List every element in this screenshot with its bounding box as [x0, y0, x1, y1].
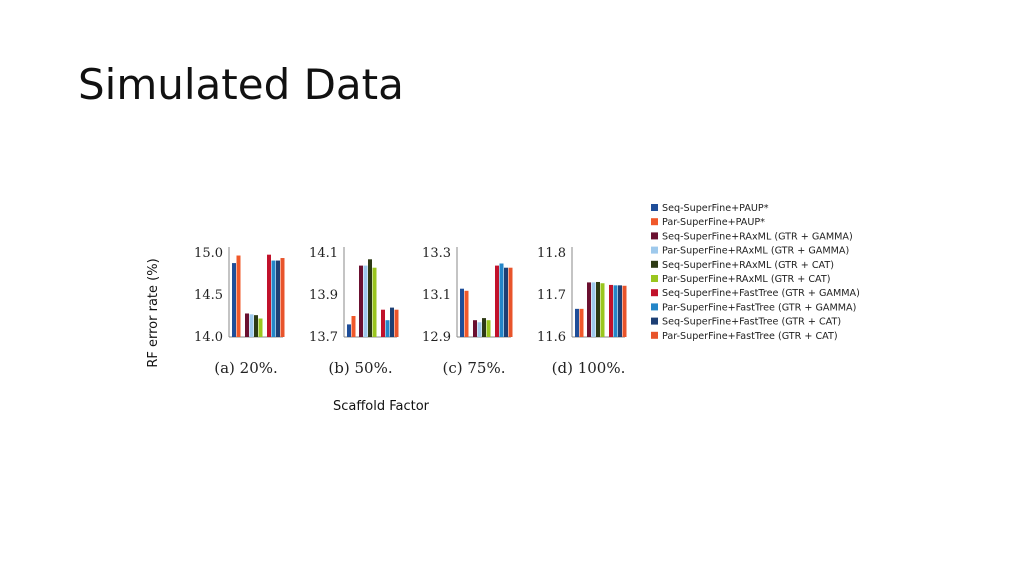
legend-item: Par-SuperFine+PAUP* [651, 217, 765, 228]
bar-3-6 [486, 320, 491, 337]
subplot-label: (d) 100%. [552, 359, 626, 377]
bar-1-1 [232, 263, 236, 337]
bar-4-7 [609, 284, 613, 337]
chart-panels: 15.0 14.5 14.0 (a) 20%. 14.1 13.9 13.7 (b) 50%.… [194, 246, 627, 377]
bar-2-6 [372, 267, 377, 337]
bar-2-8 [385, 320, 390, 337]
subplot-label: (b) 50%. [328, 359, 392, 377]
bar-3-10 [508, 267, 513, 337]
subplot-label: (c) 75%. [443, 359, 506, 377]
legend-item: Seq-SuperFine+FastTree (GTR + GAMMA) [651, 288, 860, 299]
bar-4-9 [618, 285, 622, 337]
legend-label: Par-SuperFine+FastTree (GTR + GAMMA) [662, 302, 856, 313]
y-tick-label: 14.0 [194, 330, 223, 345]
y-axis-label: RF error rate (%) [146, 258, 161, 367]
y-tick-label: 13.3 [422, 246, 451, 261]
bar-2-1 [347, 324, 351, 337]
legend-label: Seq-SuperFine+FastTree (GTR + CAT) [662, 317, 841, 328]
bar-4-8 [613, 285, 618, 337]
bar-3-1 [460, 288, 464, 337]
bar-3-7 [495, 265, 499, 337]
legend-label: Seq-SuperFine+RAxML (GTR + GAMMA) [662, 231, 853, 242]
bar-2-4 [363, 265, 368, 337]
legend-item: Seq-SuperFine+RAxML (GTR + GAMMA) [651, 231, 853, 242]
chart-panel-2: 14.1 13.9 13.7 (b) 50%. [309, 246, 399, 377]
bar-2-3 [359, 265, 363, 337]
legend-label: Par-SuperFine+PAUP* [662, 217, 765, 228]
y-tick-label: 14.5 [194, 288, 223, 303]
legend-label: Seq-SuperFine+RAxML (GTR + CAT) [662, 260, 834, 271]
subplot-label: (a) 20%. [214, 359, 278, 377]
bar-4-5 [596, 281, 600, 337]
bar-1-3 [245, 313, 249, 337]
x-axis-label: Scaffold Factor [333, 399, 430, 414]
bar-2-9 [390, 307, 394, 337]
bar-1-2 [236, 255, 241, 337]
legend-swatch [651, 218, 658, 226]
legend-label: Seq-SuperFine+PAUP* [662, 203, 769, 214]
bar-1-9 [276, 260, 280, 337]
legend-item: Par-SuperFine+RAxML (GTR + CAT) [651, 274, 830, 285]
legend-swatch [651, 232, 658, 240]
bar-2-10 [394, 309, 399, 337]
bar-4-6 [600, 283, 605, 337]
y-tick-label: 11.6 [537, 330, 566, 345]
bar-1-10 [280, 258, 285, 337]
bar-4-4 [591, 282, 596, 337]
y-tick-label: 13.7 [309, 330, 338, 345]
bar-2-2 [351, 316, 356, 337]
bar-4-10 [622, 285, 627, 337]
legend-swatch [651, 317, 658, 325]
chart-panel-1: 15.0 14.5 14.0 (a) 20%. [194, 246, 285, 377]
legend-swatch [651, 303, 658, 311]
bar-3-4 [477, 322, 482, 337]
y-tick-label: 13.9 [309, 288, 338, 303]
bar-3-3 [473, 320, 477, 337]
bar-1-7 [267, 254, 271, 337]
legend-swatch [651, 331, 658, 339]
legend-item: Par-SuperFine+FastTree (GTR + CAT) [651, 331, 838, 342]
legend-label: Par-SuperFine+RAxML (GTR + GAMMA) [662, 246, 849, 257]
legend-item: Seq-SuperFine+FastTree (GTR + CAT) [651, 317, 841, 328]
bar-3-8 [499, 263, 504, 337]
legend-swatch [651, 275, 658, 282]
bar-1-4 [249, 314, 254, 337]
legend-item: Par-SuperFine+RAxML (GTR + GAMMA) [651, 246, 849, 257]
chart-panel-4: 11.8 11.7 11.6 (d) 100%. [537, 246, 627, 377]
legend-label: Seq-SuperFine+FastTree (GTR + GAMMA) [662, 288, 860, 299]
legend-swatch [651, 289, 658, 297]
bar-3-5 [482, 318, 486, 337]
bar-2-7 [381, 309, 385, 337]
legend-label: Par-SuperFine+FastTree (GTR + CAT) [662, 331, 838, 342]
bar-3-9 [504, 267, 508, 337]
chart-legend: Seq-SuperFine+PAUP* Par-SuperFine+PAUP* Se… [651, 203, 860, 342]
legend-item: Par-SuperFine+FastTree (GTR + GAMMA) [651, 302, 856, 313]
y-tick-label: 11.7 [537, 288, 566, 303]
slide-title: Simulated Data [78, 60, 404, 109]
bar-4-3 [587, 282, 591, 337]
bar-3-2 [464, 290, 469, 337]
legend-item: Seq-SuperFine+RAxML (GTR + CAT) [651, 260, 834, 271]
legend-swatch [651, 260, 658, 268]
y-tick-label: 11.8 [537, 246, 566, 261]
chart-panel-3: 13.3 13.1 12.9 (c) 75%. [422, 246, 513, 377]
bar-1-5 [254, 315, 258, 337]
y-tick-label: 15.0 [194, 246, 223, 261]
y-tick-label: 14.1 [309, 246, 338, 261]
y-tick-label: 12.9 [422, 330, 451, 345]
legend-label: Par-SuperFine+RAxML (GTR + CAT) [662, 274, 830, 285]
legend-swatch [651, 246, 658, 254]
bar-4-2 [579, 308, 584, 337]
bar-1-8 [271, 260, 276, 337]
bar-1-6 [258, 318, 263, 337]
bar-2-5 [368, 259, 372, 337]
legend-swatch [651, 204, 658, 211]
bar-4-1 [575, 308, 579, 337]
y-tick-label: 13.1 [422, 288, 451, 303]
legend-item: Seq-SuperFine+PAUP* [651, 203, 769, 214]
